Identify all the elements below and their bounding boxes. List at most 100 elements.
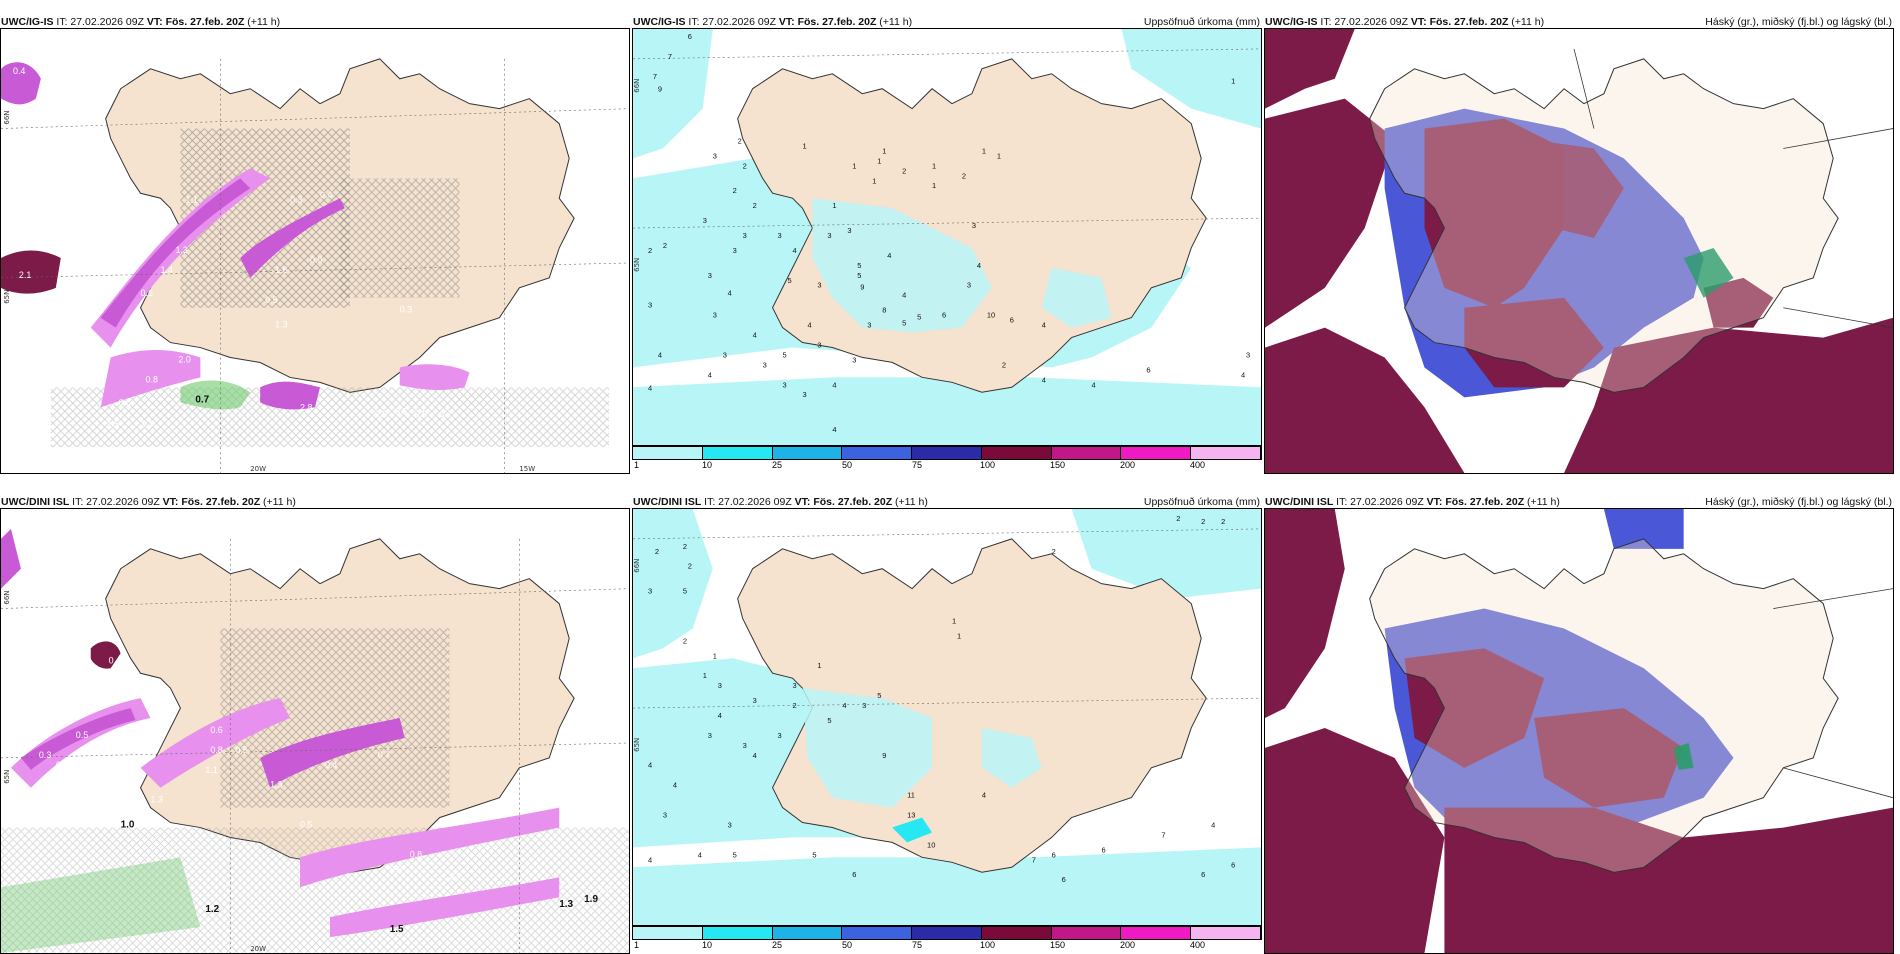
model-label: UWC/DINI ISL	[1265, 496, 1334, 508]
precip-label: 2	[1002, 360, 1006, 369]
temp-label: 0.8	[410, 849, 422, 859]
temp-label: 0.6	[210, 725, 222, 735]
colorbar-segment	[981, 447, 1052, 459]
valid-time: Fös. 27.feb. 20Z	[1445, 496, 1525, 508]
lat-label-66: 66N	[3, 110, 11, 124]
panel-header: UWC/IG-IS IT: 27.02.2026 09Z VT: Fös. 27…	[632, 12, 1262, 32]
panel-dini-temperature: UWC/DINI ISL IT: 27.02.2026 09Z VT: Fös.…	[0, 492, 630, 954]
temp-label: 1.1	[559, 879, 571, 889]
map-title: Uppsöfnuð úrkoma (mm)	[1143, 16, 1260, 28]
precip-label: 4	[1042, 375, 1046, 384]
precip-label: 3	[967, 281, 971, 290]
lon-label-20w: 20W	[250, 945, 266, 953]
colorbar-segment	[1121, 447, 1192, 459]
temp-label: 0.4	[320, 190, 332, 200]
precip-label: 4	[718, 711, 722, 720]
colorbar-tick: 50	[842, 940, 853, 950]
precip-label: 3	[778, 231, 782, 240]
model-label: UWC/IG-IS	[1265, 16, 1318, 28]
temp-label: 1.2	[91, 795, 103, 805]
colorbar-segment	[633, 927, 703, 939]
lead-time: (+11 h)	[263, 496, 296, 508]
colorbar-segment	[772, 927, 843, 939]
valid-time: Fös. 27.feb. 20Z	[797, 16, 877, 28]
temp-label: 0.7	[195, 394, 209, 405]
lat-label-66: 66N	[3, 590, 11, 604]
precip-label: 6	[1010, 316, 1014, 325]
precip-label: 4	[902, 291, 906, 300]
precip-label: 6	[1201, 870, 1205, 879]
precip-label: 3	[802, 390, 806, 399]
colorbar-labels: 1 10 25 50 75 100 150 200 400	[632, 460, 1262, 470]
precip-label: 7	[668, 52, 672, 61]
precip-label: 2	[743, 161, 747, 170]
precip-label: 2	[1201, 517, 1205, 526]
precip-label: 8	[882, 306, 886, 315]
colorbar-segment	[1191, 447, 1262, 459]
precip-label: 5	[783, 350, 787, 359]
temp-label: 0.5	[235, 745, 247, 755]
precip-label: 9	[658, 85, 662, 94]
lon-label-15w: 15W	[519, 465, 535, 473]
precip-label: 7	[653, 72, 657, 81]
precip-label: 2	[655, 547, 659, 556]
temp-label: 1.9	[584, 894, 598, 905]
temp-label: 1.2	[205, 904, 219, 915]
temp-label: 1.3	[275, 320, 287, 330]
temp-label: 0.5	[395, 406, 407, 416]
precip-label: 3	[827, 231, 831, 240]
precip-colorbar	[632, 926, 1262, 940]
panel-dini-precipitation: UWC/DINI ISL IT: 27.02.2026 09Z VT: Fös.…	[632, 492, 1262, 950]
colorbar-tick: 200	[1120, 460, 1136, 470]
panel-ig-temperature: UWC/IG-IS IT: 27.02.2026 09Z VT: Fös. 27…	[0, 12, 630, 474]
precip-label: 6	[1102, 845, 1106, 854]
precip-label: 3	[852, 355, 856, 364]
colorbar-tick: 75	[912, 460, 923, 470]
lat-label-66: 66N	[633, 559, 641, 573]
colorbar-segment	[702, 927, 773, 939]
precip-label: 10	[927, 840, 935, 849]
precip-label: 6	[1062, 875, 1066, 884]
panel-ig-clouds: UWC/IG-IS IT: 27.02.2026 09Z VT: Fös. 27…	[1264, 12, 1894, 474]
colorbar-tick: 150	[1050, 940, 1066, 950]
precip-label: 4	[807, 321, 811, 330]
temp-label: 0.4	[325, 760, 337, 770]
precip-label: 2	[1176, 514, 1180, 523]
precip-label: 2	[1221, 517, 1225, 526]
colorbar-tick: 1	[634, 460, 640, 470]
temp-label: 0.8	[210, 745, 222, 755]
init-time: IT: 27.02.2026 09Z	[72, 496, 160, 508]
precip-label: 1	[1231, 77, 1235, 86]
precip-label: 5	[917, 313, 921, 322]
precip-label: 4	[753, 751, 757, 760]
temp-label: 1.3	[270, 780, 282, 790]
map-title: Háský (gr.), miðský (fj.bl.) og lágský (…	[1705, 496, 1892, 508]
temp-label: 2.1	[19, 270, 31, 280]
precip-label: 4	[977, 261, 981, 270]
precip-value-labels: 2 2 2 2 2 2 2 1 1 3 5 2 1 1 3 1 4 3 3 3 …	[648, 514, 1235, 884]
init-time: IT: 27.02.2026 09Z	[56, 16, 144, 28]
precip-label: 11	[907, 791, 915, 800]
valid-time-label: VT:	[1426, 496, 1443, 508]
map-precipitation-ig: 66N 65N 6 7 7 9 3 2 2 1 1 1 1 1 2 2 1 2 …	[632, 28, 1262, 446]
temp-label: 2.1	[79, 280, 91, 290]
precip-label: 3	[867, 321, 871, 330]
precip-label: 4	[708, 370, 712, 379]
precip-label: 3	[718, 681, 722, 690]
colorbar-tick: 100	[980, 460, 996, 470]
precip-label: 4	[792, 246, 796, 255]
colorbar-tick: 150	[1050, 460, 1066, 470]
panel-header: UWC/DINI ISL IT: 27.02.2026 09Z VT: Fös.…	[1264, 492, 1894, 512]
precip-label: 1	[817, 661, 821, 670]
precip-label: 3	[723, 350, 727, 359]
precip-label: 4	[698, 850, 702, 859]
precip-label: 6	[1052, 850, 1056, 859]
temp-label: 0.3	[290, 195, 302, 205]
temp-label: 0.3	[39, 750, 51, 760]
precip-label: 1	[852, 161, 856, 170]
init-time: IT: 27.02.2026 09Z	[1320, 16, 1408, 28]
temp-label: 1.0	[599, 884, 611, 894]
temp-label: 0.3	[400, 305, 412, 315]
temp-label: 1.1	[185, 195, 197, 205]
precip-label: 5	[683, 587, 687, 596]
